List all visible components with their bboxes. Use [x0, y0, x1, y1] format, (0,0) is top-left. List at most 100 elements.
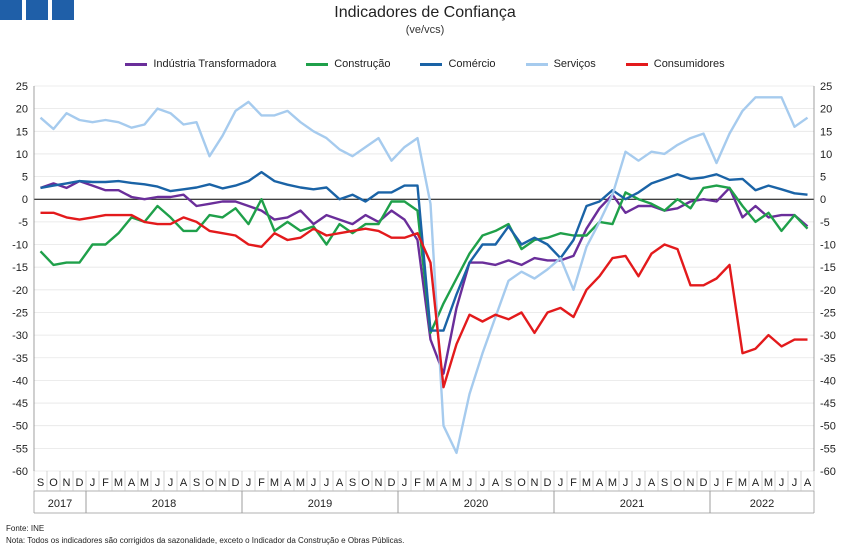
x-tick-label: O — [49, 477, 58, 489]
y-tick-label-left: -15 — [12, 262, 28, 274]
y-tick-label-right: -50 — [820, 421, 836, 433]
x-tick-label: A — [804, 477, 812, 489]
x-tick-label: O — [361, 477, 370, 489]
x-tick-label: D — [76, 477, 84, 489]
x-tick-label: J — [636, 477, 642, 489]
legend-swatch — [306, 62, 329, 66]
x-tick-label: A — [284, 477, 292, 489]
x-tick-label: J — [168, 477, 174, 489]
y-tick-label-left: -35 — [12, 353, 28, 365]
chart-legend: Indústria Transformadora Construção Comérc… — [0, 58, 850, 70]
x-tick-label: S — [193, 477, 200, 489]
y-tick-label-left: 25 — [16, 81, 28, 93]
y-tick-label-right: -30 — [820, 330, 836, 342]
x-tick-label: M — [738, 477, 747, 489]
x-tick-label: S — [505, 477, 512, 489]
x-tick-label: N — [687, 477, 695, 489]
x-tick-label: O — [517, 477, 526, 489]
x-tick-label: J — [246, 477, 252, 489]
series-line-comercio — [40, 170, 808, 332]
x-tick-label: S — [37, 477, 44, 489]
x-tick-label: O — [673, 477, 682, 489]
x-tick-label: A — [440, 477, 448, 489]
legend-swatch — [525, 62, 548, 66]
chart-subtitle: (ve/vcs) — [405, 24, 445, 36]
y-tick-label-right: -25 — [820, 307, 836, 319]
y-tick-label-right: 20 — [820, 104, 832, 116]
y-tick-label-right: -55 — [820, 443, 836, 455]
x-tick-label: J — [779, 477, 785, 489]
x-tick-label: S — [349, 477, 356, 489]
y-tick-label-right: 25 — [820, 81, 832, 93]
x-tick-label: F — [102, 477, 109, 489]
legend-item-servicos: Serviços — [525, 58, 596, 70]
series-line-servicos — [39, 96, 809, 455]
x-tick-label: M — [296, 477, 305, 489]
series-line-consumidores — [40, 211, 808, 389]
y-tick-label-right: -60 — [820, 466, 836, 478]
y-tick-label-left: -45 — [12, 398, 28, 410]
x-tick-label: A — [180, 477, 188, 489]
y-tick-label-left: 0 — [22, 194, 28, 206]
x-tick-label: A — [752, 477, 760, 489]
x-tick-label: N — [63, 477, 71, 489]
year-label: 2020 — [464, 498, 488, 510]
legend-label: Serviços — [553, 58, 596, 70]
x-tick-label: A — [336, 477, 344, 489]
y-tick-label-right: 5 — [820, 172, 826, 184]
legend-label: Indústria Transformadora — [153, 58, 277, 70]
x-tick-label: N — [375, 477, 383, 489]
legend-label: Construção — [334, 58, 391, 70]
x-tick-label: A — [128, 477, 136, 489]
y-tick-label-left: -40 — [12, 375, 28, 387]
x-tick-label: D — [544, 477, 552, 489]
x-tick-label: D — [388, 477, 396, 489]
x-tick-label: O — [205, 477, 214, 489]
legend-swatch — [625, 62, 648, 66]
legend-swatch — [420, 62, 443, 66]
x-tick-label: F — [726, 477, 733, 489]
y-tick-label-left: -55 — [12, 443, 28, 455]
y-tick-label-right: 0 — [820, 194, 826, 206]
y-tick-label-left: -25 — [12, 307, 28, 319]
x-tick-label: J — [311, 477, 317, 489]
y-tick-label-right: -20 — [820, 285, 836, 297]
x-tick-label: N — [219, 477, 227, 489]
year-label: 2017 — [48, 498, 72, 510]
x-tick-label: J — [714, 477, 720, 489]
x-tick-label: N — [531, 477, 539, 489]
year-label: 2021 — [620, 498, 644, 510]
y-tick-label-left: 10 — [16, 149, 28, 161]
x-tick-label: A — [596, 477, 604, 489]
x-tick-label: A — [492, 477, 500, 489]
legend-item-construcao: Construção — [306, 58, 390, 70]
y-tick-label-left: -20 — [12, 285, 28, 297]
chart-title: Indicadores de Confiança — [334, 4, 516, 21]
y-tick-label-left: 20 — [16, 104, 28, 116]
x-tick-label: A — [648, 477, 656, 489]
legend-item-industria-transformadora: Indústria Transformadora — [125, 58, 276, 70]
y-tick-label-right: -10 — [820, 240, 836, 252]
y-tick-label-right: -35 — [820, 353, 836, 365]
x-tick-label: J — [324, 477, 330, 489]
y-tick-label-right: -45 — [820, 398, 836, 410]
x-tick-label: F — [570, 477, 577, 489]
year-label: 2018 — [152, 498, 176, 510]
x-tick-label: M — [426, 477, 435, 489]
y-tick-label-right: -40 — [820, 375, 836, 387]
x-tick-label: M — [608, 477, 617, 489]
x-tick-label: J — [402, 477, 408, 489]
y-tick-label-left: -60 — [12, 466, 28, 478]
x-tick-label: D — [232, 477, 240, 489]
legend-swatch — [125, 62, 148, 66]
x-tick-label: M — [764, 477, 773, 489]
y-tick-label-left: 5 — [22, 172, 28, 184]
x-tick-label: J — [155, 477, 161, 489]
year-label: 2019 — [308, 498, 332, 510]
footnote: Nota: Todos os indicadores são corrigido… — [6, 536, 405, 545]
y-tick-label-left: 15 — [16, 126, 28, 138]
x-tick-label: M — [114, 477, 123, 489]
x-tick-label: J — [623, 477, 629, 489]
x-tick-label: D — [700, 477, 708, 489]
